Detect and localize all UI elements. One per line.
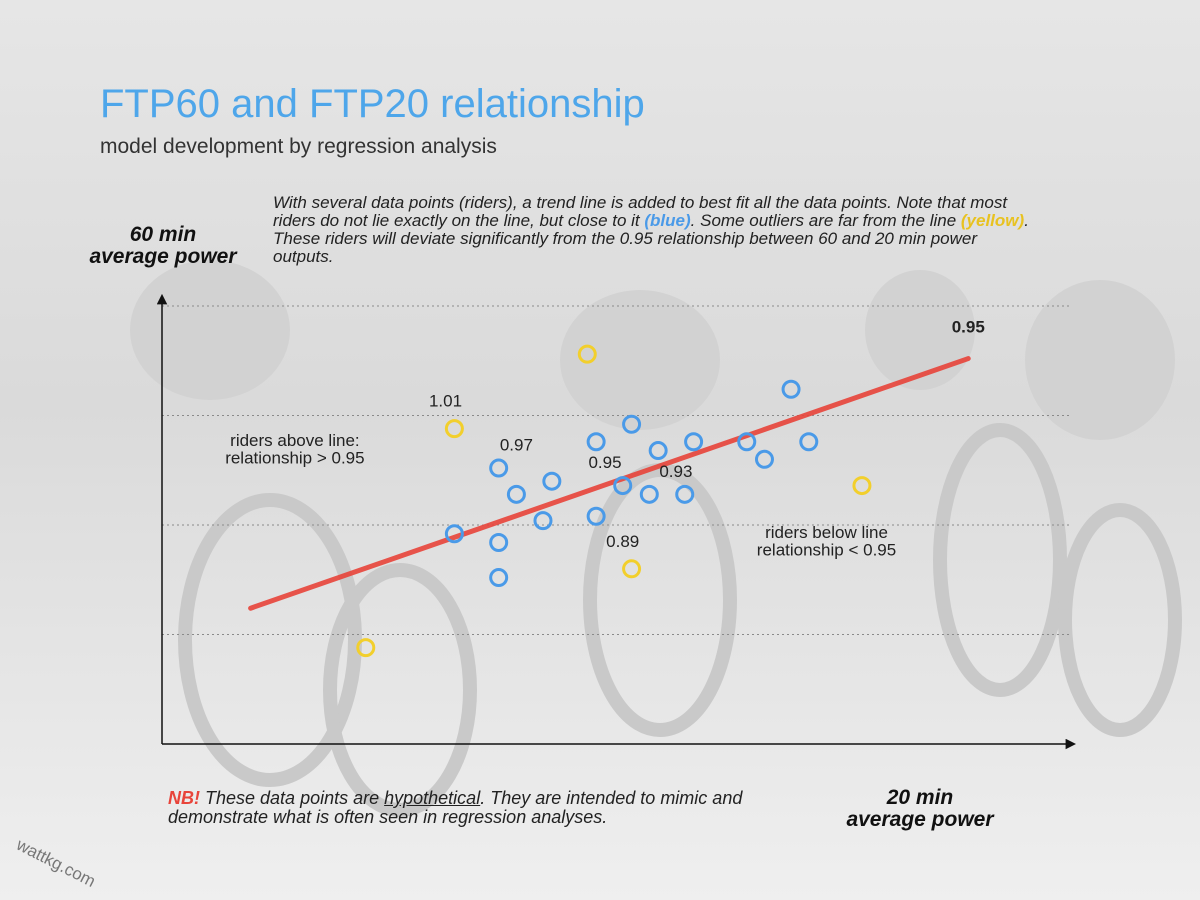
chart-annotation: riders below line — [765, 523, 888, 542]
description-yellow-label: (yellow) — [960, 210, 1025, 230]
note-underlined: hypothetical — [384, 788, 481, 808]
x-axis-label-line: 20 min — [886, 786, 954, 809]
gridlines — [162, 305, 1070, 635]
description-text: With several data points (riders), a tre… — [273, 194, 1033, 265]
page-subtitle: model development by regression analysis — [100, 135, 497, 158]
blue-data-point — [586, 432, 606, 452]
blue-data-point — [754, 449, 774, 469]
chart-annotation: 0.97 — [500, 436, 533, 455]
point-layer — [356, 344, 872, 658]
blue-data-point — [622, 414, 642, 434]
blue-data-point — [613, 476, 633, 496]
blue-data-point — [586, 506, 606, 526]
y-axis-label-line: 60 min — [129, 223, 197, 246]
blue-data-point — [648, 441, 668, 461]
blue-data-point — [542, 471, 562, 491]
blue-data-point — [684, 432, 704, 452]
trend-layer — [248, 356, 971, 611]
chart-annotation: 0.89 — [606, 532, 639, 551]
blue-data-point — [799, 432, 819, 452]
yellow-data-point — [577, 344, 597, 364]
annotation-layer: 1.01 0.97 0.95 0.93 0.89 0.95 riders above lin… — [225, 317, 985, 559]
description-part: With several data points (riders), a tre… — [273, 193, 1008, 230]
description-part: . Some outliers are far from the line — [690, 210, 961, 230]
blue-data-point — [675, 484, 695, 504]
trend-line — [248, 356, 971, 611]
y-axis-label: 60 min average power — [78, 223, 248, 269]
blue-data-point — [639, 484, 659, 504]
chart-annotation: relationship < 0.95 — [757, 541, 896, 560]
page-title: FTP60 and FTP20 relationship — [100, 82, 645, 126]
chart-annotation: 0.93 — [659, 462, 692, 481]
description-blue-label: (blue) — [644, 210, 691, 230]
chart-annotation: riders above line: — [230, 431, 359, 450]
chart-annotation: relationship > 0.95 — [225, 449, 364, 468]
chart-annotation: 1.01 — [429, 392, 462, 411]
x-axis-label-line: average power — [846, 808, 994, 832]
blue-data-point — [506, 484, 526, 504]
chart-annotation: 0.95 — [588, 453, 621, 472]
nb-tag: NB! — [168, 788, 200, 808]
note-part: These data points are — [200, 788, 385, 808]
blue-data-point — [444, 524, 464, 544]
blue-data-point — [533, 511, 553, 531]
note-part: . They are intended to mimic and demonst… — [168, 788, 743, 827]
y-axis-label-line: average power — [89, 245, 237, 269]
disclaimer-note: NB! These data points are hypothetical. … — [168, 789, 808, 827]
trend-value-label: 0.95 — [952, 317, 985, 336]
blue-data-point — [489, 458, 509, 478]
x-axis-label: 20 min average power — [830, 786, 1010, 832]
blue-data-point — [781, 379, 801, 399]
yellow-data-point — [356, 638, 376, 658]
blue-data-point — [489, 568, 509, 588]
blue-data-point — [737, 432, 757, 452]
blue-data-point — [489, 533, 509, 553]
yellow-data-point — [852, 476, 872, 496]
yellow-data-point — [622, 559, 642, 579]
yellow-data-point — [444, 419, 464, 439]
description-part: . These riders will deviate significantl… — [273, 210, 1029, 266]
